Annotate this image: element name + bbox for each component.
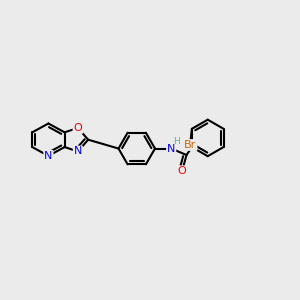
Text: N: N — [74, 146, 82, 157]
Text: N: N — [167, 143, 176, 154]
Text: N: N — [44, 151, 52, 161]
Text: O: O — [74, 123, 82, 133]
Text: O: O — [178, 166, 187, 176]
Text: Br: Br — [184, 140, 196, 150]
Text: H: H — [173, 137, 180, 146]
